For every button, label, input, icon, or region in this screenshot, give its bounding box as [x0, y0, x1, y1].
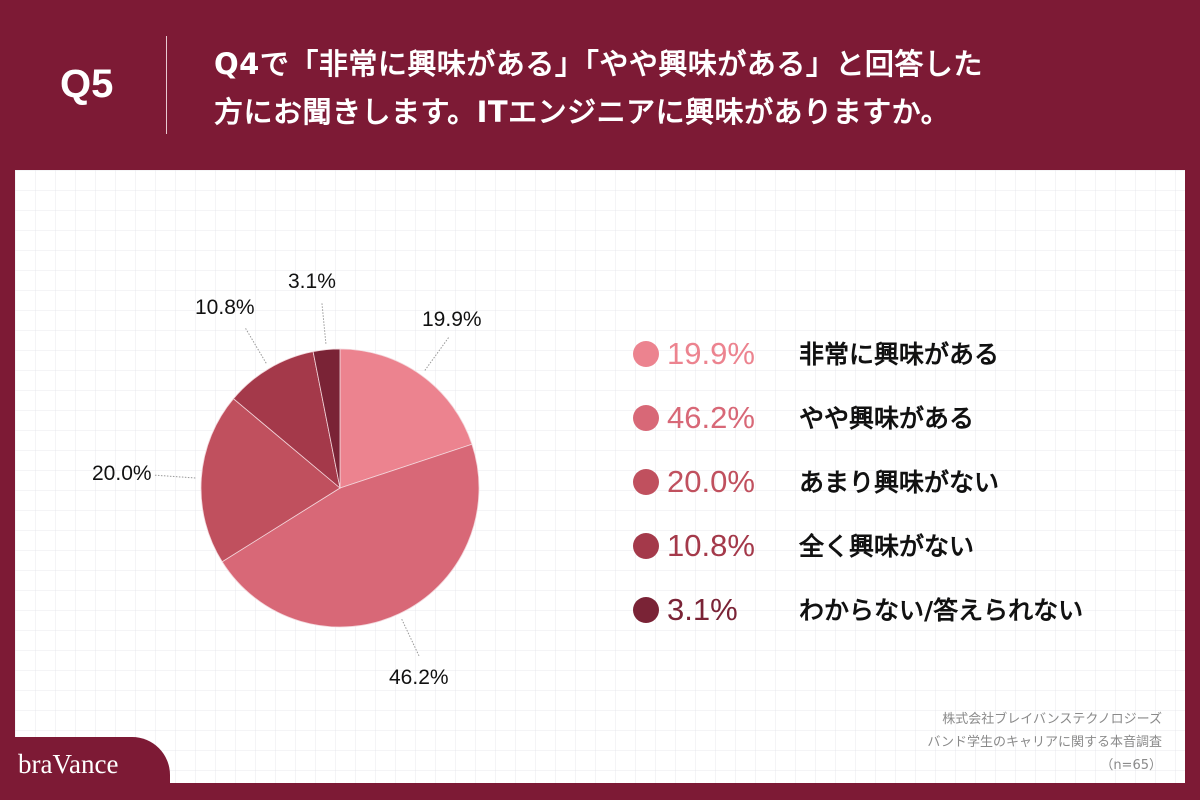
legend-percent: 3.1% — [667, 592, 738, 627]
legend-label: やや興味がある — [799, 404, 975, 433]
pie-label-very-interested: 19.9% — [422, 308, 482, 331]
source-survey: バンド学生のキャリアに関する本音調査 — [927, 735, 1162, 750]
pie-slice — [232, 351, 341, 490]
legend-label: 全く興味がない — [799, 532, 975, 561]
question-line-1: Q4で「非常に興味がある」「やや興味がある」と回答した — [214, 47, 983, 81]
legend-percent: 10.8% — [667, 528, 755, 563]
legend-label: わからない/答えられない — [799, 596, 1084, 625]
legend-swatch-icon — [633, 597, 659, 623]
legend-percent: 46.2% — [667, 400, 755, 435]
legend-percent: 19.9% — [667, 336, 755, 371]
pie-slice — [200, 398, 341, 563]
pie-slices — [200, 348, 480, 628]
header: Q5 Q4で「非常に興味がある」「やや興味がある」と回答した 方にお聞きします。… — [0, 0, 1200, 170]
legend-swatch-icon — [633, 341, 659, 367]
pie-chart — [153, 301, 480, 658]
pie-leader-lines — [153, 301, 450, 658]
legend-label: あまり興味がない — [799, 468, 1000, 497]
legend-swatch-icon — [633, 469, 659, 495]
brand-logo: braVance — [18, 749, 119, 779]
chart-panel: 19.9% 46.2% 20.0% 10.8% 3.1% — [15, 170, 1185, 783]
pie-label-unknown: 3.1% — [288, 270, 336, 293]
pie-label-somewhat-interested: 46.2% — [389, 666, 449, 689]
legend-label: 非常に興味がある — [799, 340, 1000, 369]
legend-swatch-icon — [633, 405, 659, 431]
leader-line — [401, 618, 421, 658]
question-line-2: 方にお聞きします。ITエンジニアに興味がありますか。 — [214, 95, 951, 129]
leader-line — [244, 326, 267, 364]
pie-label-not-very-interested: 20.0% — [92, 462, 152, 485]
pie-slice — [312, 348, 341, 489]
legend-swatch-icon — [633, 533, 659, 559]
leader-line — [321, 301, 327, 344]
leader-line — [153, 474, 196, 479]
legend-percent: 20.0% — [667, 464, 755, 499]
pie-label-not-interested: 10.8% — [195, 296, 255, 319]
leader-line — [424, 336, 450, 371]
question-text: Q4で「非常に興味がある」「やや興味がある」と回答した 方にお聞きします。ITエ… — [214, 40, 1174, 136]
header-divider — [166, 36, 167, 134]
source-note: 株式会社ブレイバンステクノロジーズ バンド学生のキャリアに関する本音調査 （n=… — [927, 708, 1162, 777]
brand-logo-tab: braVance — [0, 737, 170, 800]
source-company: 株式会社ブレイバンステクノロジーズ — [942, 712, 1162, 727]
pie-slice — [339, 348, 473, 489]
source-sample-size: （n=65） — [1100, 758, 1162, 773]
pie-slice — [221, 443, 480, 628]
question-number: Q5 — [60, 62, 114, 106]
